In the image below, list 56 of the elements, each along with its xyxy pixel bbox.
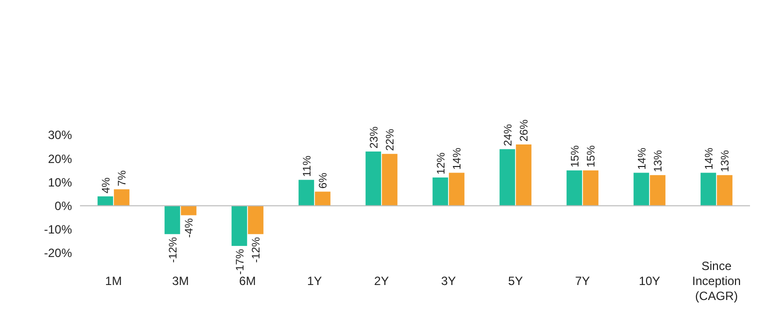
y-tick-label: 30% — [48, 128, 72, 142]
bar — [298, 180, 314, 206]
x-tick-label: 1Y — [307, 274, 322, 288]
data-label: 4% — [100, 177, 112, 194]
bar — [566, 170, 582, 206]
data-label: 13% — [720, 150, 732, 172]
data-label: 23% — [368, 126, 380, 149]
data-label: 7% — [116, 170, 129, 186]
data-label: 12% — [435, 152, 448, 174]
x-tick-label: 3M — [172, 274, 189, 288]
bar — [716, 175, 732, 206]
x-tick-label: 10Y — [638, 274, 660, 288]
bar — [180, 206, 196, 216]
x-tick-label: 3Y — [441, 274, 456, 288]
bar — [248, 206, 264, 234]
data-label: 14% — [452, 148, 464, 170]
x-tick-label: 7Y — [575, 274, 590, 288]
bar — [634, 172, 650, 206]
bar — [500, 149, 516, 206]
bar — [98, 196, 114, 206]
data-label: -12% — [250, 236, 263, 263]
data-label: -4% — [184, 218, 196, 238]
x-tick-label: 1M — [105, 274, 122, 288]
y-tick-label: -20% — [44, 246, 72, 260]
bar — [432, 177, 448, 206]
bar — [516, 144, 532, 206]
bar — [650, 175, 666, 206]
bar — [382, 154, 398, 206]
bar — [232, 206, 248, 246]
data-label: 26% — [518, 119, 531, 142]
data-label: 6% — [318, 172, 330, 189]
x-tick-label: 6M — [239, 274, 256, 288]
x-tick-label: 2Y — [374, 274, 389, 288]
y-tick-label: 0% — [54, 199, 72, 213]
data-label: 11% — [301, 155, 314, 177]
data-label: -12% — [167, 236, 180, 263]
data-label: 22% — [384, 128, 397, 151]
x-tick-label: Since Inception (CAGR) — [692, 259, 741, 303]
data-label: 24% — [502, 124, 514, 146]
y-tick-label: 10% — [48, 175, 72, 190]
data-label: 14% — [703, 148, 716, 170]
bar — [448, 172, 464, 206]
bar — [582, 170, 598, 206]
y-tick-label: -10% — [44, 222, 72, 237]
bar — [700, 172, 716, 206]
bar — [114, 189, 130, 206]
data-label: 13% — [652, 150, 665, 172]
y-tick-label: 20% — [48, 152, 72, 166]
bar — [366, 152, 382, 206]
bar — [314, 192, 330, 206]
data-label: 14% — [636, 148, 648, 170]
data-label: 15% — [569, 145, 582, 168]
data-label: 15% — [586, 145, 598, 168]
data-label: -17% — [234, 248, 246, 275]
x-tick-label: 5Y — [508, 274, 523, 288]
bar — [164, 206, 180, 234]
